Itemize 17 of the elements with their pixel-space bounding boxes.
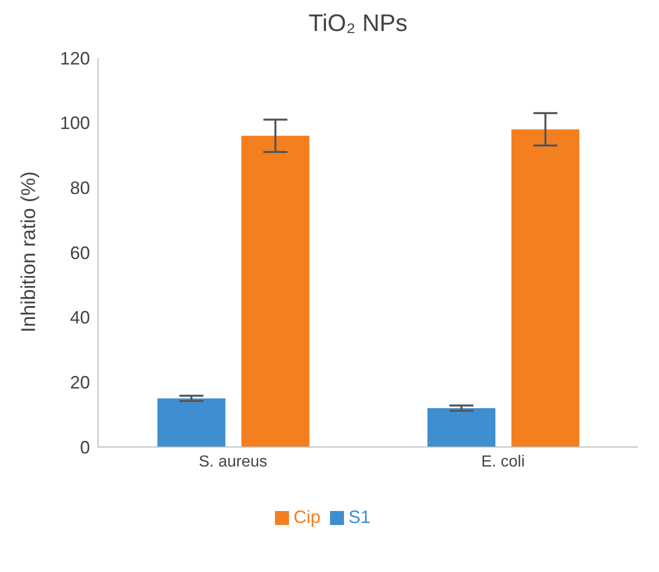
y-tick-label: 100: [60, 113, 90, 134]
y-tick-label: 0: [80, 437, 90, 458]
y-tick-label: 60: [70, 242, 90, 263]
chart-title: TiO₂ NPs: [307, 10, 409, 38]
bar: [511, 129, 580, 447]
bar: [427, 408, 496, 447]
x-tick-label: S. aureus: [198, 453, 268, 470]
bar: [241, 136, 310, 447]
y-tick-label: 40: [70, 308, 90, 328]
y-tick-label: 20: [70, 372, 90, 393]
legend-label: S1: [348, 507, 371, 527]
y-axis-title: Inhibition ratio (%): [18, 171, 40, 332]
legend-label: Cip: [293, 507, 320, 527]
bar: [157, 398, 226, 447]
y-tick-label: 120: [60, 48, 90, 68]
x-tick-label: E. coli: [481, 453, 525, 470]
y-tick-label: 80: [70, 178, 90, 198]
